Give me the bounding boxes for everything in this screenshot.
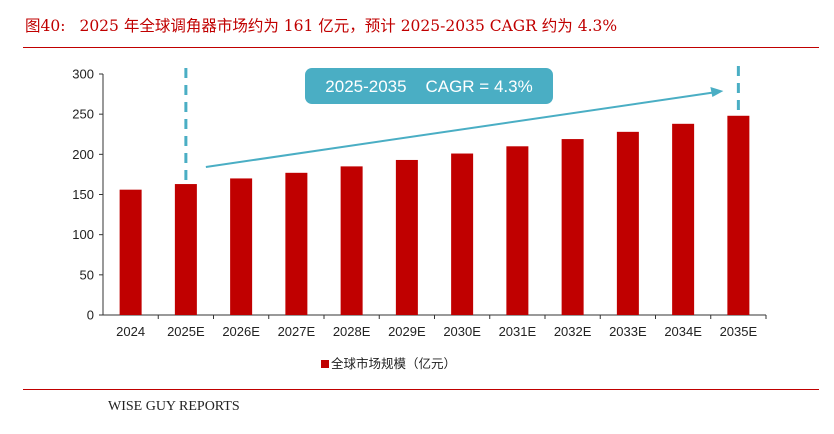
bar-2030e: [451, 153, 474, 315]
legend-label: 全球市场规模（亿元）: [331, 356, 456, 371]
legend-swatch: [321, 360, 329, 368]
bar-2034e: [672, 123, 695, 315]
bar-2025e: [174, 184, 197, 315]
bar-2033e: [616, 131, 639, 315]
x-tick-label: 2034E: [664, 324, 702, 339]
x-tick-label: 2031E: [499, 324, 537, 339]
x-tick-label: 2024: [116, 324, 145, 339]
bar-2031e: [506, 146, 529, 315]
cagr-annotation: 2025-2035 CAGR = 4.3%: [184, 66, 740, 183]
bar-2028e: [340, 166, 363, 315]
bar-2029e: [395, 159, 418, 315]
source-label: WISE GUY REPORTS: [108, 399, 240, 414]
y-tick-label: 50: [80, 267, 94, 282]
figure-number: 图40:: [25, 17, 66, 35]
y-tick-label: 250: [72, 107, 94, 122]
x-tick-label: 2030E: [443, 324, 481, 339]
x-tick-label: 2032E: [554, 324, 592, 339]
x-tick-label: 2035E: [720, 324, 758, 339]
bar-2027e: [285, 172, 308, 315]
y-tick-label: 200: [72, 147, 94, 162]
y-tick-label: 300: [72, 67, 94, 82]
trend-arrowhead: [710, 87, 724, 97]
bar-2024: [119, 189, 142, 315]
figure-title-text: 2025 年全球调角器市场约为 161 亿元，预计 2025-2035 CAGR…: [79, 17, 618, 35]
y-tick-label: 100: [72, 227, 94, 242]
bar-2032e: [561, 139, 584, 315]
y-tick-label: 0: [87, 308, 94, 323]
x-tick-label: 2033E: [609, 324, 647, 339]
x-axis: 2024 2025E 2026E 2027E 2028E 2029E 2030E 2031E 2…: [116, 315, 767, 339]
cagr-text: 2025-2035 CAGR = 4.3%: [325, 77, 532, 96]
x-tick-label: 2028E: [333, 324, 371, 339]
x-tick-label: 2029E: [388, 324, 426, 339]
y-tick-label: 150: [72, 187, 94, 202]
bottom-divider: [23, 389, 819, 390]
x-tick-label: 2025E: [167, 324, 205, 339]
cagr-box: [305, 68, 553, 104]
bar-2026e: [230, 178, 253, 315]
legend: 全球市场规模（亿元）: [321, 356, 456, 371]
bar-2035e: [727, 115, 750, 315]
x-tick-label: 2026E: [222, 324, 260, 339]
trend-arrow: [205, 91, 714, 168]
x-tick-label: 2027E: [278, 324, 316, 339]
figure-title: 图40: 2025 年全球调角器市场约为 161 亿元，预计 2025-2035 …: [25, 14, 617, 36]
top-divider: [23, 47, 819, 48]
bar-series: [119, 115, 750, 315]
